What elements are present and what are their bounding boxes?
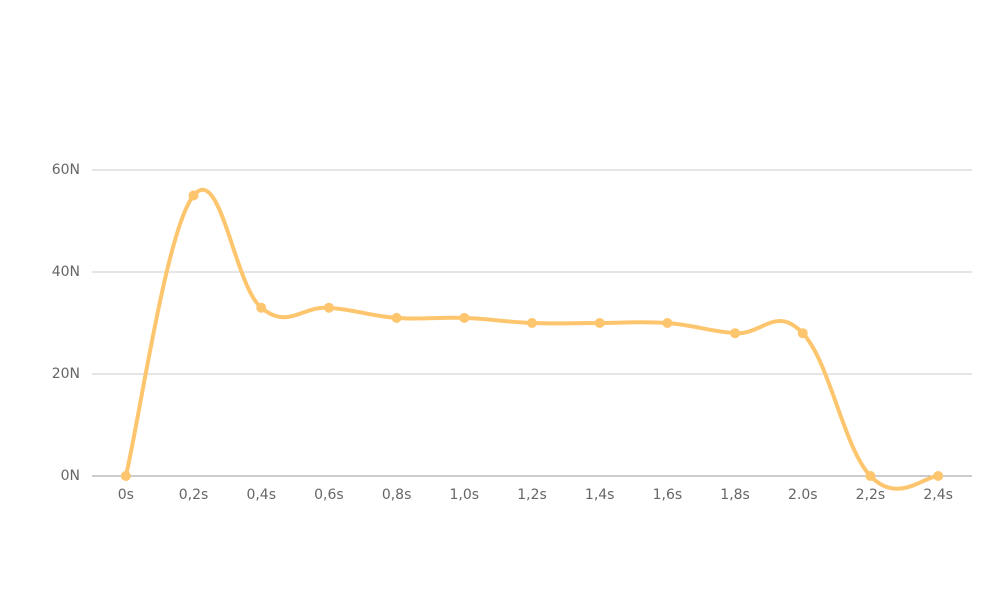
point bbox=[730, 328, 741, 339]
point bbox=[391, 312, 402, 323]
x-tick-label: 1,8s bbox=[720, 487, 750, 503]
point bbox=[459, 312, 470, 323]
point bbox=[527, 318, 537, 328]
x-tick-label: 2,4s bbox=[923, 487, 953, 503]
y-tick-label: 20N bbox=[52, 366, 80, 382]
point bbox=[120, 471, 131, 481]
point bbox=[188, 190, 199, 201]
x-tick-label: 2,2s bbox=[856, 487, 886, 503]
x-tick-label: 2.0s bbox=[788, 487, 818, 503]
line bbox=[123, 187, 941, 491]
point bbox=[865, 471, 876, 481]
point bbox=[797, 328, 808, 339]
point bbox=[594, 318, 605, 328]
x-tick-label: 1,6s bbox=[653, 487, 683, 503]
point bbox=[323, 302, 334, 313]
x-tick-label: 0,6s bbox=[314, 487, 344, 503]
point bbox=[662, 318, 673, 328]
x-tick-label: 1,4s bbox=[585, 487, 615, 503]
x-tick-label: 1,2s bbox=[517, 487, 547, 503]
y-tick-label: 0N bbox=[61, 468, 80, 484]
point bbox=[256, 302, 267, 313]
y-tick-label: 60N bbox=[52, 162, 80, 178]
x-tick-label: 0s bbox=[118, 487, 134, 503]
x-tick-label: 0,4s bbox=[246, 487, 276, 503]
x-tick-label: 0,8s bbox=[382, 487, 412, 503]
x-tick-label: 1,0s bbox=[450, 487, 480, 503]
x-tick-label: 0,2s bbox=[179, 487, 209, 503]
point bbox=[933, 471, 944, 481]
y-tick-label: 40N bbox=[52, 264, 80, 280]
